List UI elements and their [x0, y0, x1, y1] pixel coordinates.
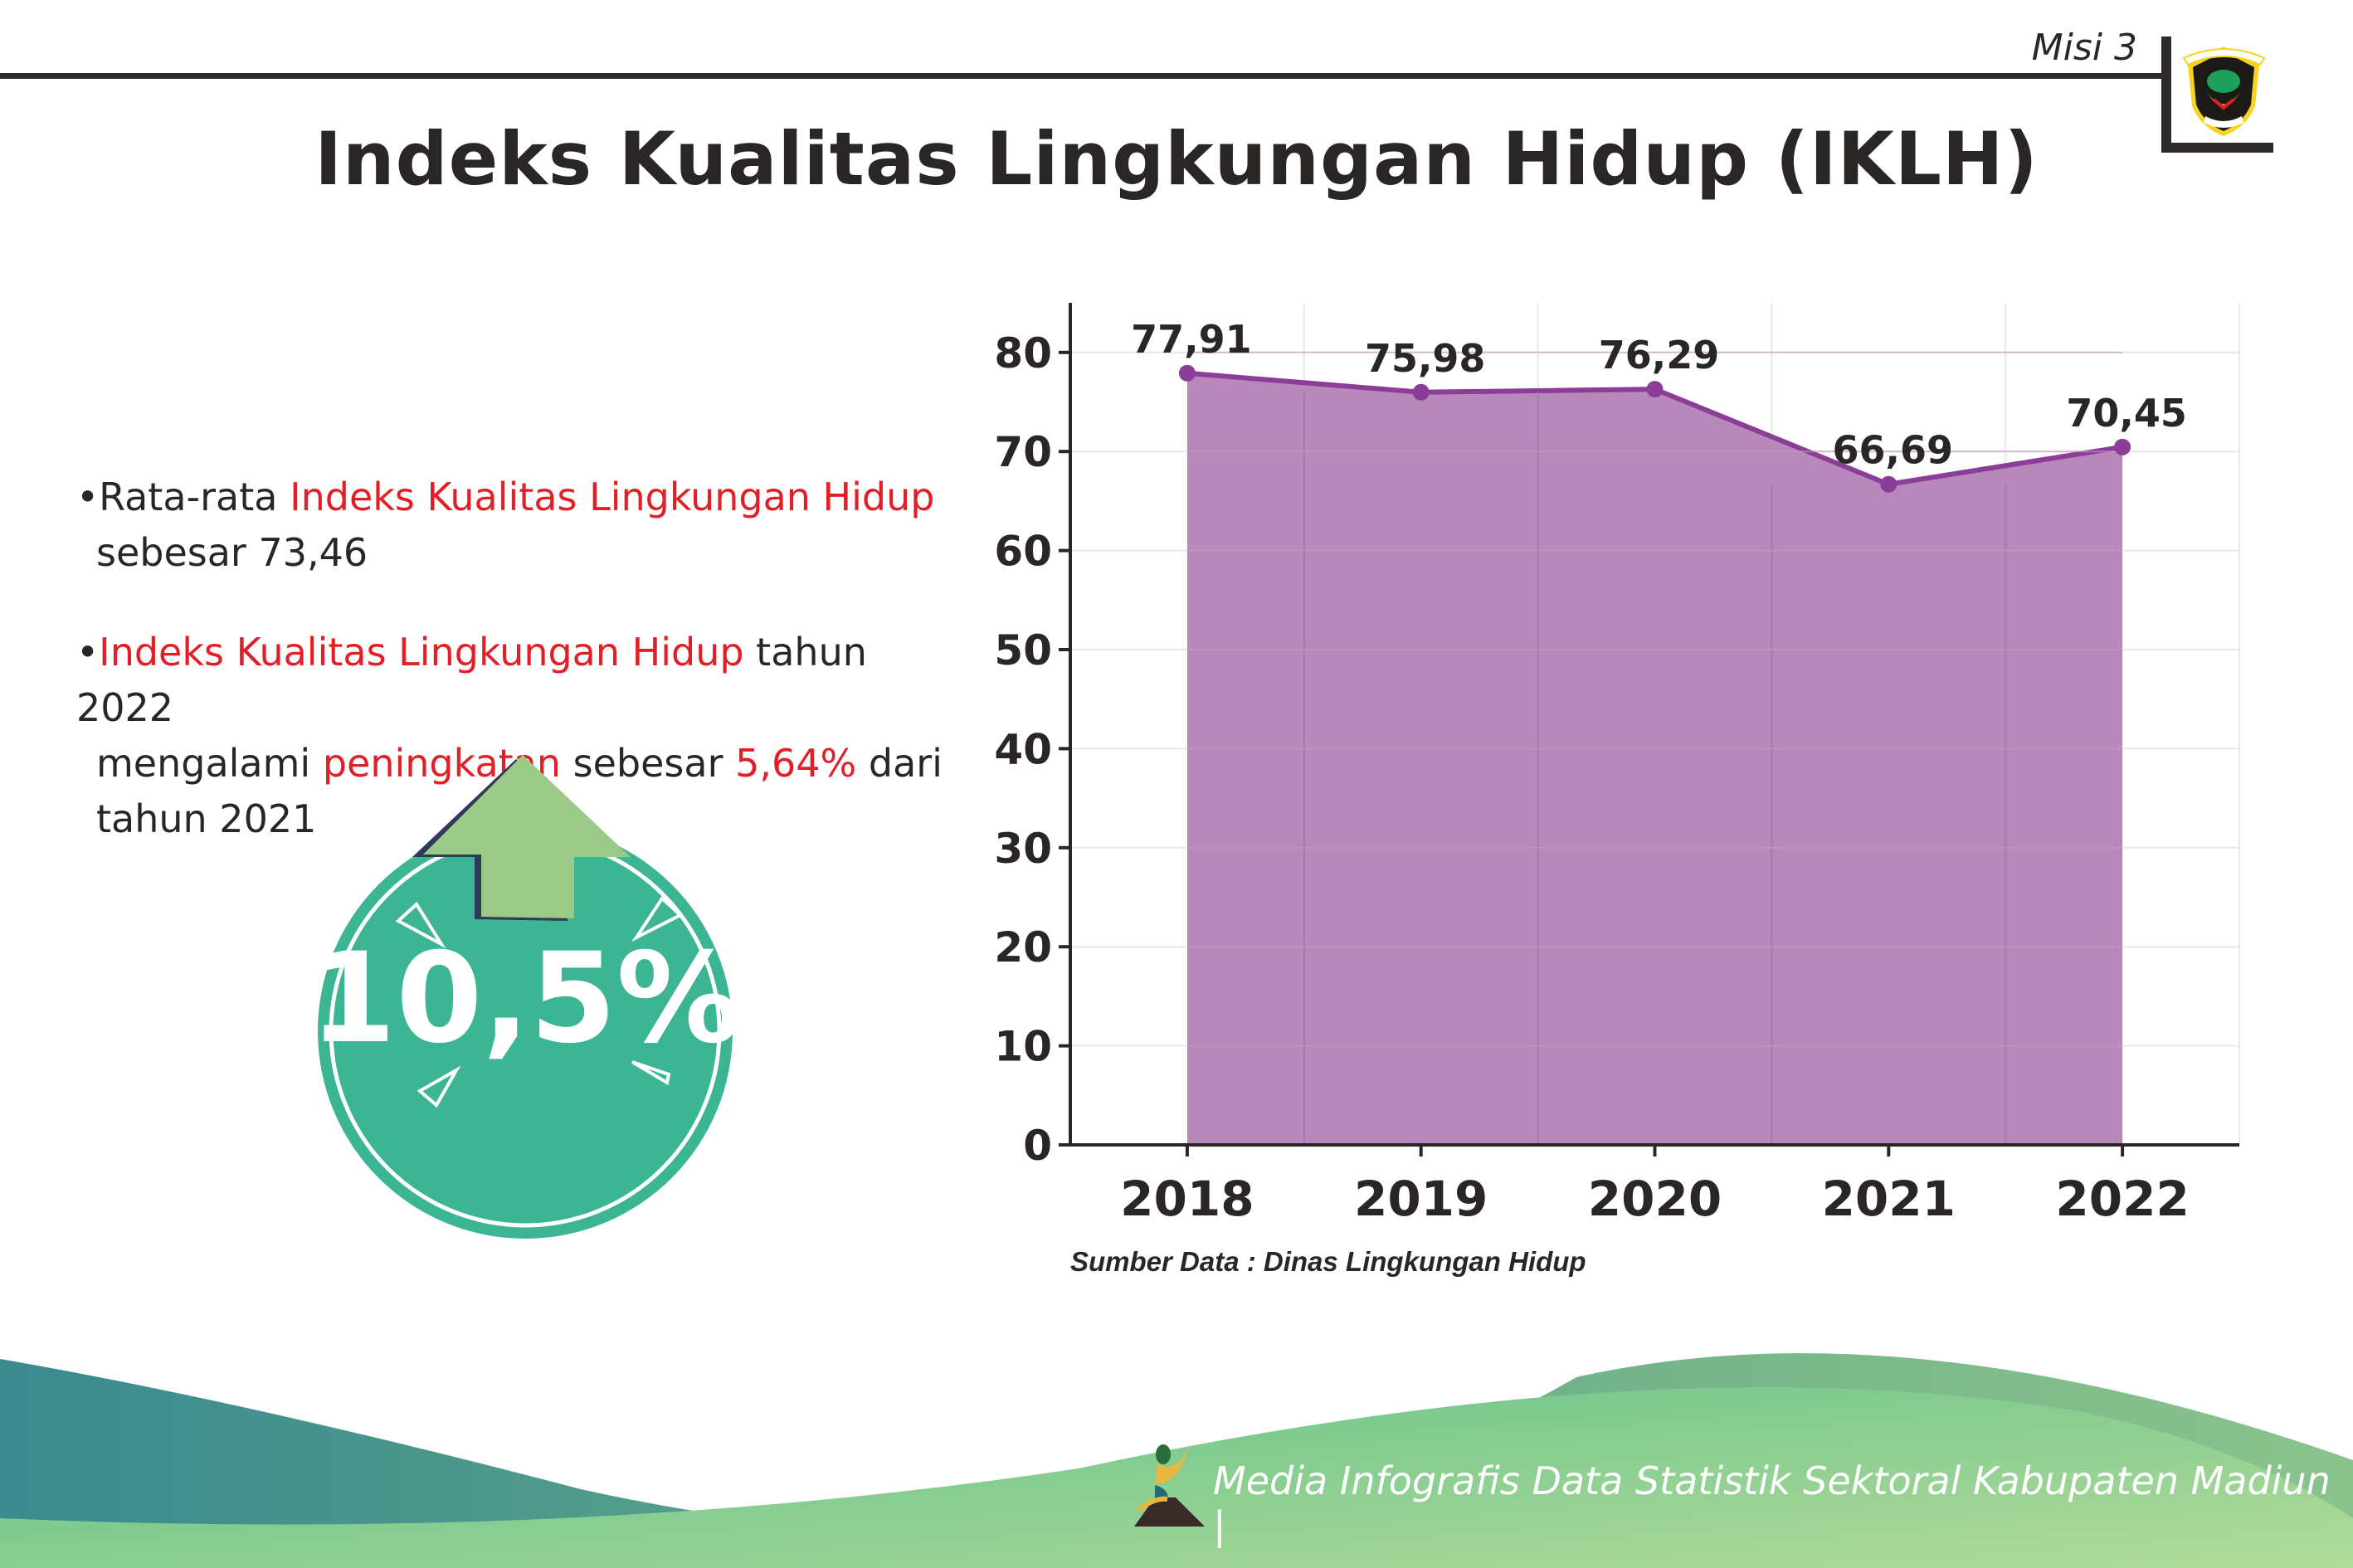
y-tick-label: 50	[994, 626, 1052, 674]
note-increase: •Indeks Kualitas Lingkungan Hidup tahun …	[76, 625, 948, 847]
page-title: Indeks Kualitas Lingkungan Hidup (IKLH)	[314, 116, 2039, 202]
source-note: Sumber Data : Dinas Lingkungan Hidup	[1070, 1246, 1586, 1277]
note-average: •Rata-rata Indeks Kualitas Lingkungan Hi…	[76, 470, 948, 581]
sparkle-triangles	[395, 895, 684, 1108]
note-text: mengalami	[96, 741, 323, 786]
bullet: •	[76, 475, 100, 519]
data-point	[1178, 364, 1196, 382]
data-label: 66,69	[1833, 428, 1954, 473]
x-tick-label: 2021	[1822, 1171, 1956, 1227]
note-highlight: Indeks Kualitas Lingkungan Hidup	[99, 630, 744, 674]
section-label: Misi 3	[2031, 27, 2137, 69]
data-label: 70,45	[2066, 391, 2187, 436]
y-tick-label: 30	[994, 825, 1052, 873]
footer-tagline: Media Infografis Data Statistik Sektoral…	[1213, 1458, 2331, 1548]
note-highlight: Indeks Kualitas Lingkungan Hidup	[290, 475, 935, 519]
up-arrow-icon	[412, 755, 631, 921]
x-tick-label: 2018	[1120, 1171, 1254, 1227]
data-point	[1880, 475, 1898, 493]
infografis-logo	[1134, 1444, 1205, 1527]
note-text: tahun 2021	[96, 796, 317, 841]
area-fill	[1186, 373, 2123, 1145]
y-tick-label: 60	[994, 528, 1052, 576]
x-tick-label: 2022	[2055, 1171, 2189, 1227]
kabupaten-madiun-logo	[2182, 46, 2266, 136]
y-tick-label: 70	[994, 428, 1052, 476]
badge-value: 10,5%	[315, 927, 741, 1071]
data-point	[2114, 438, 2131, 455]
note-text: tahun 2022	[76, 630, 867, 730]
y-tick-label: 10	[994, 1023, 1052, 1071]
note-text: Rata-rata	[99, 475, 290, 519]
note-text: sebesar	[561, 741, 736, 786]
note-highlight: 5,64%	[735, 741, 857, 786]
header-rule	[0, 73, 2165, 79]
bullet: •	[76, 630, 100, 674]
note-text: sebesar 73,46	[96, 530, 368, 575]
y-tick-label: 40	[994, 725, 1052, 773]
header-bracket	[2161, 37, 2273, 153]
x-tick-label: 2020	[1588, 1171, 1722, 1227]
data-point	[1646, 381, 1664, 398]
data-point	[1412, 383, 1430, 401]
note-text: dari	[856, 741, 943, 786]
data-label: 76,29	[1599, 333, 1720, 377]
y-tick-label: 20	[994, 923, 1052, 971]
data-label: 75,98	[1365, 336, 1486, 381]
data-label: 77,91	[1131, 317, 1252, 362]
footer-wave	[0, 1353, 2353, 1568]
x-tick-label: 2019	[1354, 1171, 1488, 1227]
growth-badge: 10,5%	[315, 755, 741, 1239]
y-tick-label: 80	[994, 329, 1052, 377]
y-tick-label: 0	[1023, 1122, 1052, 1170]
